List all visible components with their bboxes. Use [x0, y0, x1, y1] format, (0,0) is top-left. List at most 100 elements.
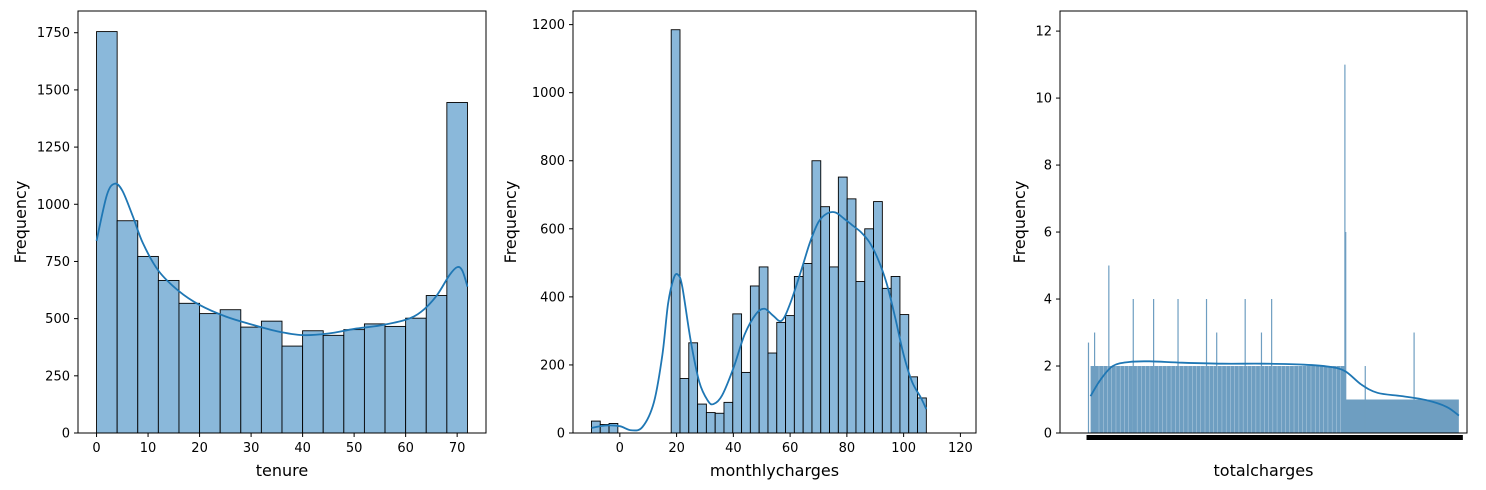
histogram-bar — [767, 352, 778, 434]
histogram-bar — [405, 317, 427, 434]
y-axis-label: Frequency — [501, 181, 520, 264]
histogram-bar — [741, 371, 751, 434]
histogram-bar — [679, 378, 690, 434]
histogram-bar — [811, 160, 822, 434]
y-tick-label: 4 — [1044, 293, 1052, 308]
histogram-bar — [917, 397, 927, 434]
histogram-bar — [723, 401, 734, 434]
y-tick-label: 0 — [62, 427, 70, 442]
histogram-bar — [384, 325, 407, 434]
y-tick-label: 250 — [45, 369, 70, 384]
histogram-bar — [714, 412, 725, 434]
y-tick-label: 2 — [1044, 360, 1052, 375]
histogram-bar — [670, 29, 681, 434]
y-tick-label: 1000 — [37, 198, 70, 213]
y-axis-label: Frequency — [11, 181, 30, 264]
histogram-bar — [829, 266, 839, 434]
histogram-bar — [116, 220, 139, 434]
monthlycharges-histogram-panel: 0 200 400 600 800 1000 1200 0 20 40 60 80 100 120 mont… — [501, 10, 977, 480]
histogram-bar — [873, 201, 883, 434]
histogram-bar — [864, 228, 874, 434]
y-tick-label: 8 — [1044, 159, 1052, 174]
y-tick-label: 600 — [540, 222, 565, 237]
axes-frame — [572, 10, 977, 434]
axes-frame — [1059, 10, 1468, 434]
x-tick-label: 80 — [839, 441, 856, 456]
x-tick-label: 40 — [725, 441, 742, 456]
histogram-bar — [425, 295, 448, 434]
bars-group — [1087, 64, 1459, 433]
x-tick-label: 60 — [782, 441, 799, 456]
histogram-bar — [343, 329, 365, 434]
x-tick-label: 50 — [346, 441, 363, 456]
axes-frame — [77, 10, 487, 434]
histogram-bar — [157, 279, 180, 434]
histogram-bar — [749, 285, 760, 434]
y-tick-label: 12 — [1035, 25, 1052, 40]
y-tick-label: 1750 — [37, 26, 70, 41]
histogram-bar — [776, 321, 787, 434]
y-tick-label: 6 — [1044, 226, 1052, 241]
tenure-histogram-panel: 0 250 500 750 1000 1250 1500 1750 0 10 20 30 40 50 60 7… — [11, 10, 487, 480]
kde-line — [95, 182, 469, 337]
histogram-bar — [881, 287, 892, 434]
y-tick-label: 0 — [557, 427, 565, 442]
x-tick-label: 0 — [92, 441, 100, 456]
x-tick-label: 20 — [191, 441, 208, 456]
histogram-bar — [855, 281, 866, 434]
histogram-bar — [281, 345, 304, 434]
y-tick-label: 800 — [540, 154, 565, 169]
histogram-bar — [705, 412, 716, 434]
y-tick-label: 1200 — [532, 18, 565, 33]
histogram-bar — [802, 263, 813, 434]
histogram-bar — [137, 255, 159, 434]
histogram-bar — [219, 309, 242, 434]
x-tick-label: 20 — [668, 441, 685, 456]
x-tick-label: 40 — [294, 441, 311, 456]
y-tick-label: 400 — [540, 290, 565, 305]
histogram-bar — [890, 276, 901, 434]
histogram-bar — [758, 266, 769, 434]
kde-line — [1089, 360, 1460, 417]
y-tick-label: 1250 — [37, 141, 70, 156]
histogram-bar — [846, 198, 857, 434]
x-axis-label: monthlycharges — [710, 461, 839, 480]
totalcharges-histogram-panel: 0 2 4 6 8 10 12 totalcharges Frequency — [1010, 10, 1468, 480]
y-tick-label: 1500 — [37, 83, 70, 98]
y-tick-label: 750 — [45, 255, 70, 270]
histogram-bar — [899, 314, 910, 434]
x-tick-label: 30 — [243, 441, 260, 456]
x-tick-label: 10 — [140, 441, 157, 456]
bars-group — [590, 29, 927, 434]
x-axis-label: totalcharges — [1214, 461, 1314, 480]
kde-line — [591, 211, 928, 432]
histogram-bar — [785, 315, 795, 434]
histogram-bar — [363, 323, 386, 434]
y-tick-label: 10 — [1035, 92, 1052, 107]
histogram-bar — [260, 320, 283, 434]
y-tick-label: 0 — [1044, 427, 1052, 442]
histogram-bar — [240, 326, 262, 434]
overlapping-tick-labels — [1086, 435, 1463, 440]
x-tick-label: 60 — [397, 441, 414, 456]
histogram-bar — [793, 276, 804, 434]
y-tick-label: 200 — [540, 358, 565, 373]
histogram-bar — [322, 334, 345, 434]
x-axis-label: tenure — [256, 461, 308, 480]
histogram-bar — [820, 206, 831, 434]
histogram-bar — [302, 330, 324, 434]
histogram-bar — [697, 403, 707, 434]
x-tick-label: 120 — [948, 441, 973, 456]
x-tick-label: 0 — [616, 441, 624, 456]
x-tick-label: 100 — [891, 441, 916, 456]
y-tick-label: 500 — [45, 312, 70, 327]
histogram-bar — [1344, 399, 1459, 433]
histogram-bar — [96, 31, 118, 434]
y-tick-label: 1000 — [532, 86, 565, 101]
histogram-bar — [732, 313, 743, 434]
bars-group — [96, 31, 468, 434]
histogram-bar — [178, 302, 201, 434]
x-tick-label: 70 — [449, 441, 466, 456]
y-axis-label: Frequency — [1010, 181, 1029, 264]
